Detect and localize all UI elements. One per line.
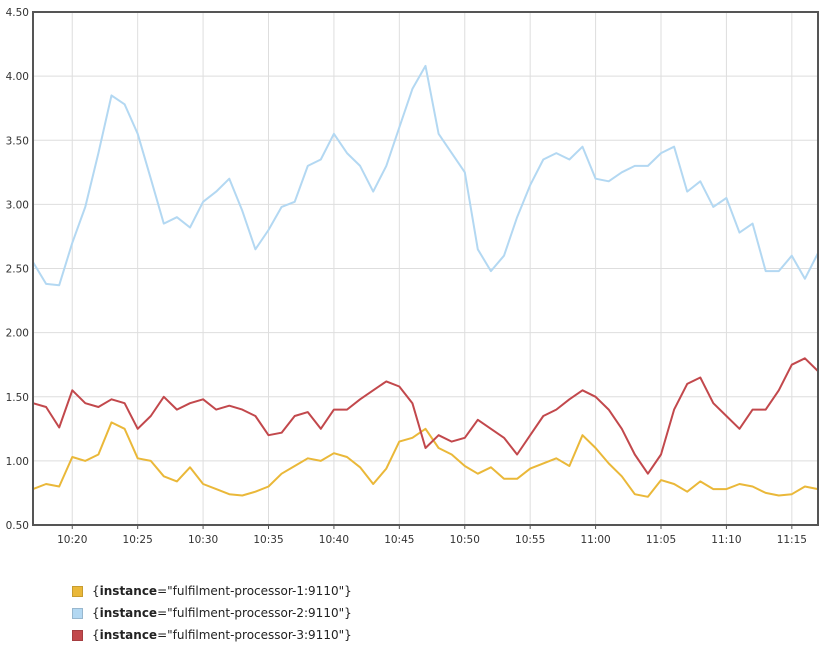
x-tick-label: 10:25 — [123, 534, 153, 546]
x-tick-label: 11:05 — [646, 534, 676, 546]
x-tick-label: 10:40 — [319, 534, 349, 546]
y-tick-label: 3.50 — [6, 135, 29, 147]
legend-label-key: instance — [99, 628, 158, 642]
plot-border — [32, 11, 819, 526]
y-axis: 0.50 1.00 1.50 2.00 2.50 3.00 3.50 4.00 4.50 — [6, 7, 29, 532]
legend: {instance="fulfilment-processor-1:9110"}… — [72, 580, 352, 646]
series-line-1 — [32, 421, 819, 498]
legend-item-2[interactable]: {instance="fulfilment-processor-2:9110"} — [72, 602, 352, 624]
x-tick-label: 11:10 — [711, 534, 741, 546]
series-group — [32, 64, 819, 498]
legend-label-value: ="fulfilment-processor-1:9110"} — [157, 584, 352, 598]
x-tick-label: 11:15 — [777, 534, 807, 546]
y-tick-label: 2.00 — [6, 328, 29, 340]
legend-swatch — [72, 629, 83, 641]
legend-label-open: { — [92, 584, 100, 598]
x-tick-label: 11:00 — [580, 534, 610, 546]
legend-label-value: ="fulfilment-processor-3:9110"} — [157, 628, 352, 642]
y-tick-label: 0.50 — [6, 520, 29, 532]
grid — [33, 11, 818, 526]
legend-item-1[interactable]: {instance="fulfilment-processor-1:9110"} — [72, 580, 352, 602]
y-tick-label: 1.50 — [6, 392, 29, 404]
y-tick-label: 4.00 — [6, 71, 29, 83]
y-tick-label: 1.00 — [6, 456, 29, 468]
y-tick-label: 3.00 — [6, 199, 29, 211]
x-tick-label: 10:50 — [450, 534, 480, 546]
x-tick-label: 10:35 — [253, 534, 283, 546]
series-line-3 — [32, 357, 819, 475]
legend-label-key: instance — [99, 584, 158, 598]
legend-label-value: ="fulfilment-processor-2:9110"} — [157, 606, 352, 620]
legend-label-open: { — [92, 606, 100, 620]
legend-item-3[interactable]: {instance="fulfilment-processor-3:9110"} — [72, 624, 352, 646]
legend-swatch — [72, 607, 83, 619]
legend-label-open: { — [92, 628, 100, 642]
legend-swatch — [72, 585, 83, 597]
y-tick-label: 4.50 — [6, 7, 29, 19]
series-line-2 — [32, 64, 819, 287]
x-tick-label: 10:20 — [57, 534, 87, 546]
line-chart: 0.50 1.00 1.50 2.00 2.50 3.00 3.50 4.00 4.50 10:… — [6, 7, 819, 546]
x-tick-label: 10:55 — [515, 534, 545, 546]
x-tick-label: 10:45 — [384, 534, 414, 546]
legend-label: {instance="fulfilment-processor-1:9110"} — [92, 584, 352, 598]
legend-label-key: instance — [99, 606, 158, 620]
y-tick-label: 2.50 — [6, 264, 29, 276]
legend-label: {instance="fulfilment-processor-2:9110"} — [92, 606, 352, 620]
x-axis: 10:20 10:25 10:30 10:35 10:40 10:45 10:50 10:55… — [57, 525, 807, 546]
legend-label: {instance="fulfilment-processor-3:9110"} — [92, 628, 352, 642]
x-tick-label: 10:30 — [188, 534, 218, 546]
